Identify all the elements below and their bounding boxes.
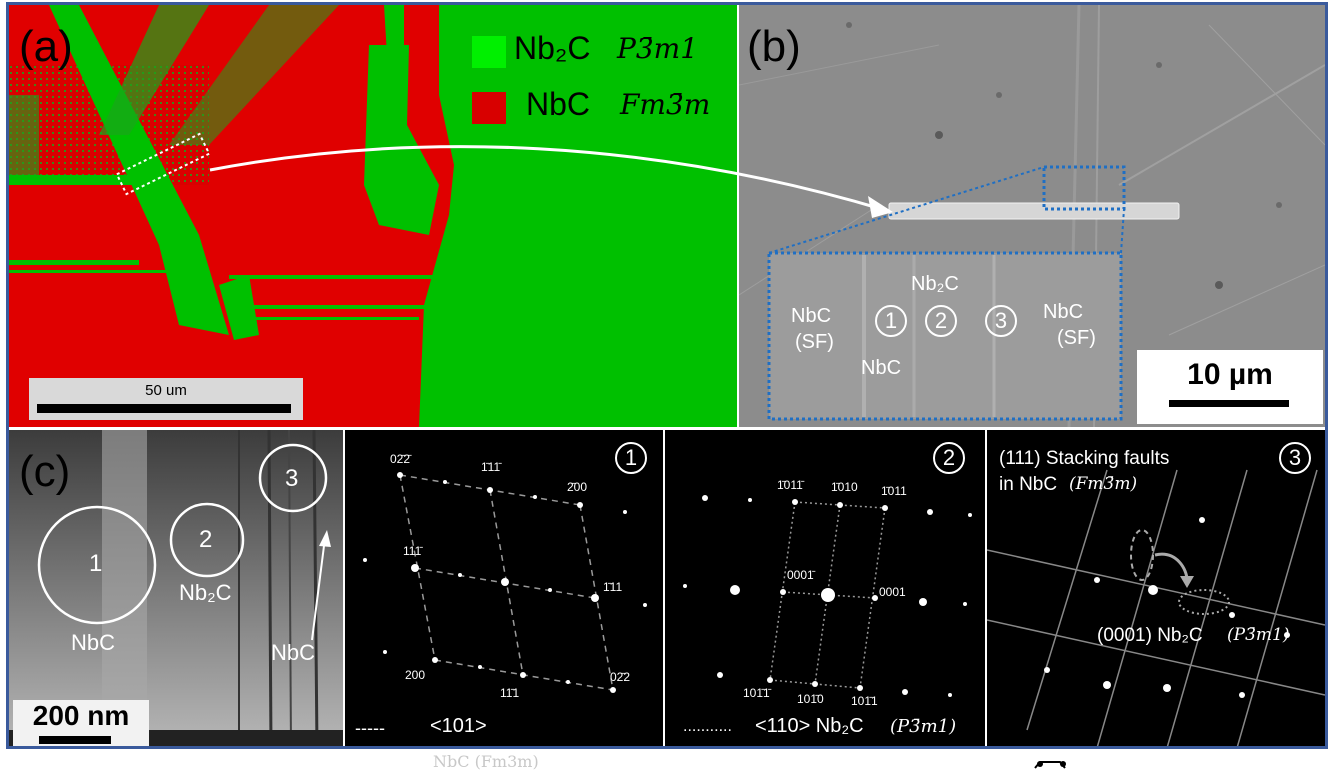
label-nbc-sf-right-2: (SF)	[1057, 327, 1096, 349]
index-d1-a: 02̄2̄	[390, 452, 411, 466]
diffraction-1-graphic	[363, 472, 647, 693]
sem-image-graphic	[739, 5, 1325, 427]
scalebar-c-bar	[39, 736, 111, 744]
index-d2-g: 101̄0	[797, 692, 824, 706]
legend-item-nbc: NbC Fm3̄m	[472, 86, 722, 130]
legend-phase-nb2c: Nb₂C	[514, 30, 591, 66]
index-d1-d: 111̄	[403, 544, 422, 558]
index-d2-e: 0001	[879, 585, 906, 599]
scalebar-b-bar	[1169, 400, 1289, 407]
legend-d2: <110> Nb₂C	[755, 715, 864, 737]
region-marker-3: 3	[985, 305, 1017, 337]
region-label-3: 3	[285, 465, 299, 492]
scalebar-b: 10 µm	[1137, 350, 1323, 424]
index-d2-c: 1̄011	[881, 484, 907, 498]
legend-sg-nb2c: P3̄m1	[617, 32, 699, 65]
legend-swatch-nbc	[472, 92, 506, 124]
diffraction-1-number: 1	[615, 442, 647, 474]
panel-c-tem-image: (c) 1 2 3 NbC Nb₂C NbC 200 nm	[9, 430, 343, 748]
scalebar-c-label: 200 nm	[32, 700, 130, 731]
legend-item-nb2c: Nb₂C P3̄m1	[472, 30, 722, 74]
diffraction-3-number: 3	[1279, 442, 1311, 474]
diffraction-2-graphic	[683, 495, 972, 697]
label-nbc-sf-right-1: NbC	[1043, 301, 1084, 323]
diffraction-3-graphic	[987, 469, 1325, 748]
legend-d1-prefix: -----	[355, 718, 385, 738]
tem-image-graphic	[9, 430, 343, 748]
panel-a-letter: (a)	[19, 22, 73, 71]
region-marker-1: 1	[875, 305, 907, 337]
diffraction-panel-2: 2 1̄011̄ 1̄010 1̄011 0001̄ 0001 101̄1̄ 1…	[665, 430, 985, 748]
diffraction-panel-3: 3 (111) Stacking faults in NbC (Fm3̄m) (…	[987, 430, 1325, 748]
diffraction-panel-1: 1 02̄2̄ 1̄11̄ 2̄00 111̄ 1̄11 200 11̄1 02…	[345, 430, 663, 748]
index-d1-g: 11̄1	[500, 686, 520, 700]
d3-title-2: in NbC	[999, 474, 1058, 495]
d3-title-1: (111) Stacking faults	[999, 448, 1170, 469]
region-label-1: 1	[89, 550, 103, 577]
index-d1-h: 02̄2	[610, 670, 631, 684]
legend-swatch-nb2c	[472, 36, 506, 68]
legend-d2-sg: (P3̄m1)	[890, 716, 957, 737]
index-d2-h: 101̄1	[851, 694, 878, 708]
label-nbc-mid: NbC	[861, 357, 902, 379]
panel-c-letter: (c)	[19, 447, 71, 496]
index-d1-b: 1̄11̄	[481, 460, 501, 474]
footer-caption: NbC (Fm3m)	[433, 752, 539, 771]
scalebar-c: 200 nm	[13, 700, 149, 748]
scalebar-a-bar	[37, 404, 291, 413]
d3-bottom: (0001) Nb₂C	[1097, 625, 1203, 646]
scalebar-a: 50 um	[29, 378, 303, 420]
legend-d1: <101>	[430, 715, 487, 737]
index-d2-b: 1̄010	[831, 480, 858, 494]
label-nb2c: Nb₂C	[911, 273, 959, 295]
label-nbc-sf-left-2: (SF)	[795, 331, 834, 353]
scalebar-a-label: 50 um	[145, 382, 187, 399]
d3-bottom-sg: (P3̄m1)	[1227, 625, 1290, 645]
index-d1-e: 1̄11	[603, 580, 623, 594]
label-nb2c-c: Nb₂C	[179, 580, 232, 605]
index-d2-a: 1̄011̄	[777, 478, 803, 492]
legend-phase-nbc: NbC	[526, 86, 591, 122]
index-d1-c: 2̄00	[567, 480, 588, 494]
region-marker-2: 2	[925, 305, 957, 337]
label-nbc-right: NbC	[271, 640, 316, 665]
panel-a-phase-map: (a) Nb₂C P3̄m1 NbC Fm3̄m 50 um	[9, 5, 737, 427]
panel-b-sem-image: (b) NbC (SF) NbC Nb₂C NbC (SF) 1 2 3 10 …	[739, 5, 1325, 427]
label-nbc-sf-left-1: NbC	[791, 305, 832, 327]
legend-d2-prefix: ...........	[683, 718, 732, 735]
diffraction-2-number: 2	[933, 442, 965, 474]
index-d2-f: 101̄1̄	[743, 686, 770, 700]
index-d2-d: 0001̄	[787, 568, 814, 582]
label-nbc-left: NbC	[71, 630, 116, 655]
d3-title-sg: (Fm3̄m)	[1069, 474, 1138, 494]
panel-b-letter: (b)	[747, 22, 801, 71]
legend-sg-nbc: Fm3̄m	[620, 88, 711, 121]
index-d1-f: 200	[405, 668, 426, 682]
scalebar-b-label: 10 µm	[1187, 358, 1273, 391]
region-label-2: 2	[199, 526, 213, 553]
